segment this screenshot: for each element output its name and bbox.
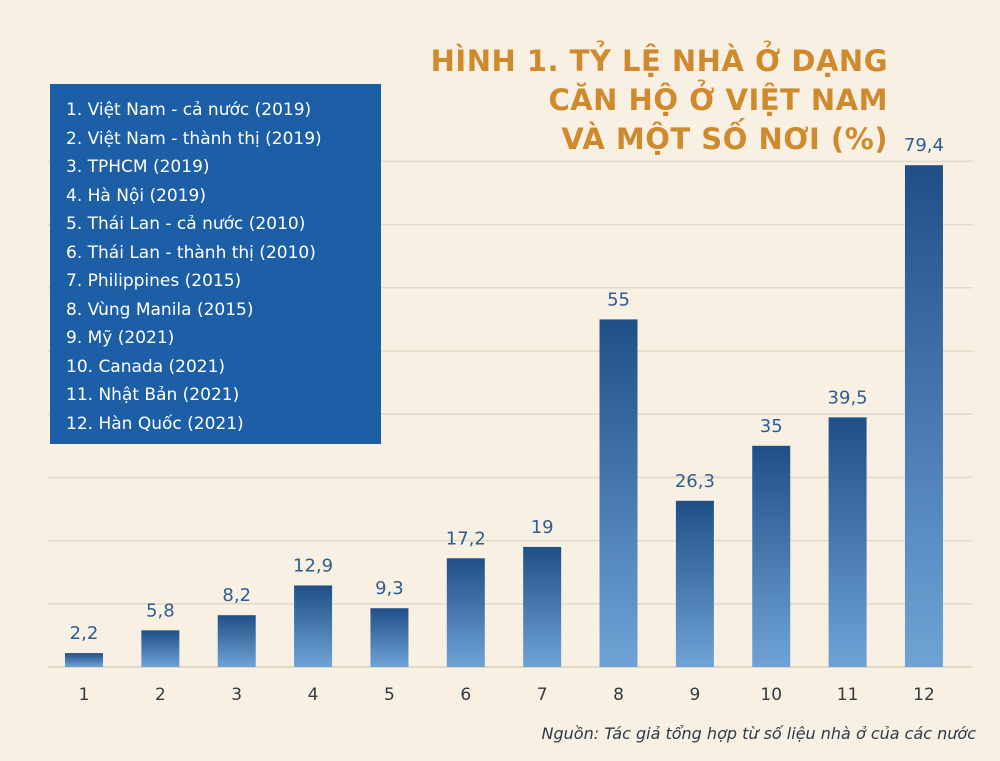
bars bbox=[65, 165, 943, 667]
bar-1 bbox=[65, 653, 103, 667]
x-tick-label: 11 bbox=[837, 685, 859, 705]
value-label: 19 bbox=[531, 517, 554, 538]
legend-item: 4. Hà Nội (2019) bbox=[66, 185, 207, 206]
legend-item: 6. Thái Lan - thành thị (2010) bbox=[66, 242, 316, 263]
x-tick-label: 1 bbox=[79, 685, 90, 705]
legend-item: 11. Nhật Bản (2021) bbox=[66, 385, 240, 405]
bar-3 bbox=[217, 615, 256, 667]
bar-7 bbox=[523, 546, 562, 667]
value-label: 9,3 bbox=[375, 578, 404, 599]
bar-2 bbox=[141, 630, 180, 667]
bar-12 bbox=[904, 165, 943, 667]
legend-item: 7. Philippines (2015) bbox=[66, 271, 242, 291]
bar-5 bbox=[370, 608, 409, 667]
x-tick-label: 3 bbox=[231, 685, 242, 705]
x-tick-label: 8 bbox=[613, 685, 624, 705]
chart-title-line: VÀ MỘT SỐ NƠI (%) bbox=[561, 122, 888, 156]
legend-item: 3. TPHCM (2019) bbox=[66, 157, 210, 177]
value-label: 39,5 bbox=[828, 387, 868, 408]
legend-item: 2. Việt Nam - thành thị (2019) bbox=[66, 128, 322, 149]
bar-11 bbox=[828, 417, 867, 667]
legend-box: 1. Việt Nam - cả nước (2019) 2. Việt Nam… bbox=[50, 84, 381, 444]
value-label: 5,8 bbox=[146, 600, 175, 621]
bar-6 bbox=[446, 558, 485, 667]
legend-item: 1. Việt Nam - cả nước (2019) bbox=[66, 100, 312, 120]
legend-item: 10. Canada (2021) bbox=[66, 356, 226, 377]
chart-title-line: CĂN HỘ Ở VIỆT NAM bbox=[548, 83, 888, 117]
chart-title-line: HÌNH 1. TỶ LỆ NHÀ Ở DẠNG bbox=[430, 44, 888, 78]
value-label: 26,3 bbox=[675, 471, 715, 492]
x-tick-label: 6 bbox=[460, 685, 471, 705]
x-tick-label: 2 bbox=[155, 685, 166, 705]
x-tick-label: 12 bbox=[913, 685, 935, 705]
legend-item: 5. Thái Lan - cả nước (2010) bbox=[66, 214, 306, 234]
value-label: 12,9 bbox=[293, 555, 333, 576]
x-tick-label: 4 bbox=[308, 685, 319, 705]
legend-item: 8. Vùng Manila (2015) bbox=[66, 299, 254, 320]
value-label: 35 bbox=[760, 416, 783, 437]
x-tick-label: 9 bbox=[689, 685, 700, 705]
source-note: Nguồn: Tác giả tổng hợp từ số liệu nhà ở… bbox=[541, 724, 976, 743]
legend-item: 12. Hàn Quốc (2021) bbox=[66, 413, 244, 434]
x-tick-label: 7 bbox=[537, 685, 548, 705]
bar-8 bbox=[599, 319, 638, 667]
x-axis-ticks: 1 2 3 4 5 6 7 8 9 10 11 12 bbox=[79, 685, 935, 705]
chart-title: HÌNH 1. TỶ LỆ NHÀ Ở DẠNG CĂN HỘ Ở VIỆT N… bbox=[431, 42, 888, 159]
x-tick-label: 10 bbox=[760, 685, 782, 705]
bar-9 bbox=[675, 500, 714, 667]
bar-4 bbox=[294, 585, 333, 667]
value-labels: 2,2 5,8 8,2 12,9 9,3 17,2 19 55 26,3 35 39,5 79,4 bbox=[70, 135, 944, 644]
value-label: 8,2 bbox=[222, 585, 251, 606]
bar-10 bbox=[752, 445, 791, 667]
value-label: 2,2 bbox=[70, 623, 99, 644]
value-label: 17,2 bbox=[446, 528, 486, 549]
value-label: 79,4 bbox=[904, 135, 944, 156]
x-tick-label: 5 bbox=[384, 685, 395, 705]
legend-item: 9. Mỹ (2021) bbox=[66, 328, 175, 348]
value-label: 55 bbox=[607, 289, 630, 310]
